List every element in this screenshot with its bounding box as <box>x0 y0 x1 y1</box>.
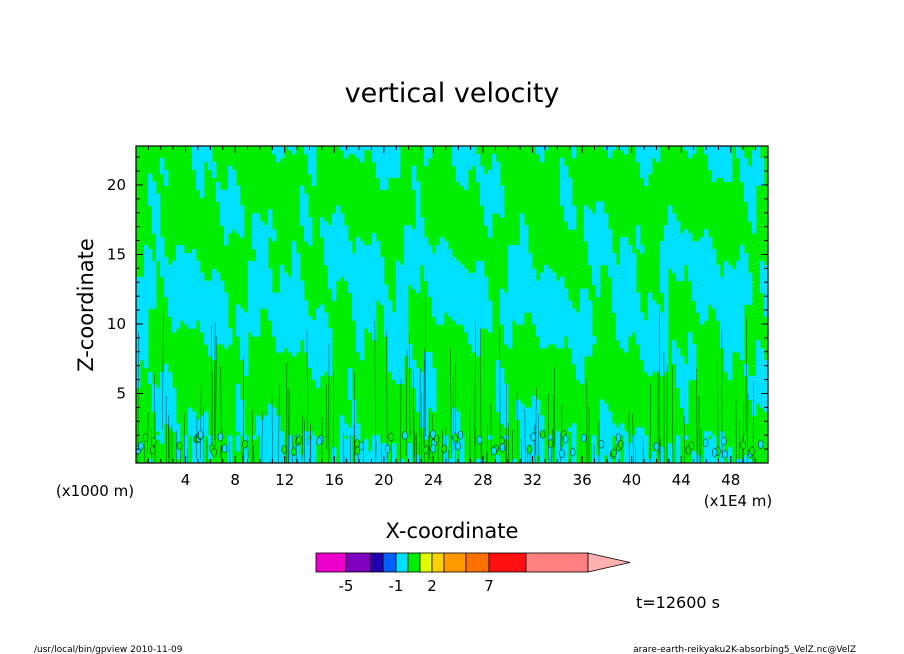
x-tick-label: 36 <box>573 471 592 489</box>
chart-title: vertical velocity <box>345 78 560 109</box>
y-tick-label: 5 <box>116 384 126 402</box>
colorbar-segment <box>525 552 589 573</box>
x-unit-label: (x1E4 m) <box>704 492 773 510</box>
y-tick-label: 10 <box>107 315 126 333</box>
plot-frame <box>135 145 769 464</box>
colorbar-label: 2 <box>427 577 437 595</box>
x-axis-label: X-coordinate <box>386 519 519 543</box>
x-tick-label: 16 <box>325 471 344 489</box>
colorbar: -5 -1 2 7 <box>315 552 631 595</box>
y-tick-label: 20 <box>107 176 126 194</box>
colorbar-label: -5 <box>339 577 354 595</box>
colorbar-segment <box>431 552 445 573</box>
colorbar-segment <box>443 552 467 573</box>
footer-right: arare-earth-reikyaku2K-absorbing5_VelZ.n… <box>633 645 856 654</box>
x-tick-label: 32 <box>523 471 542 489</box>
colorbar-segment <box>345 552 372 573</box>
x-tick-label: 40 <box>622 471 641 489</box>
x-tick-label: 4 <box>181 471 191 489</box>
colorbar-segment <box>370 552 384 573</box>
colorbar-arrow <box>587 552 631 573</box>
x-tick-label: 8 <box>230 471 240 489</box>
colorbar-label: -1 <box>389 577 404 595</box>
time-label: t=12600 s <box>636 593 720 612</box>
y-axis: 5 10 15 20 <box>107 156 768 450</box>
x-tick-label: 12 <box>275 471 294 489</box>
y-unit-label: (x1000 m) <box>56 482 134 500</box>
colorbar-segment <box>488 552 527 573</box>
colorbar-segment <box>315 552 347 573</box>
colorbar-segment <box>395 552 409 573</box>
colorbar-segment <box>465 552 490 573</box>
contour-field <box>136 146 768 463</box>
y-axis-label: Z-coordinate <box>74 238 98 372</box>
footer-left: /usr/local/bin/gpview 2010-11-09 <box>34 645 183 654</box>
x-tick-label: 48 <box>721 471 740 489</box>
x-tick-label: 20 <box>374 471 393 489</box>
colorbar-segment <box>419 552 433 573</box>
colorbar-segment <box>407 552 421 573</box>
x-axis: 4 8 12 16 20 24 28 32 36 40 44 48 <box>147 146 757 489</box>
y-tick-label: 15 <box>107 245 126 263</box>
x-tick-label: 24 <box>424 471 443 489</box>
colorbar-segment <box>382 552 397 573</box>
colorbar-label: 7 <box>484 577 494 595</box>
x-tick-label: 44 <box>672 471 691 489</box>
x-tick-label: 28 <box>473 471 492 489</box>
